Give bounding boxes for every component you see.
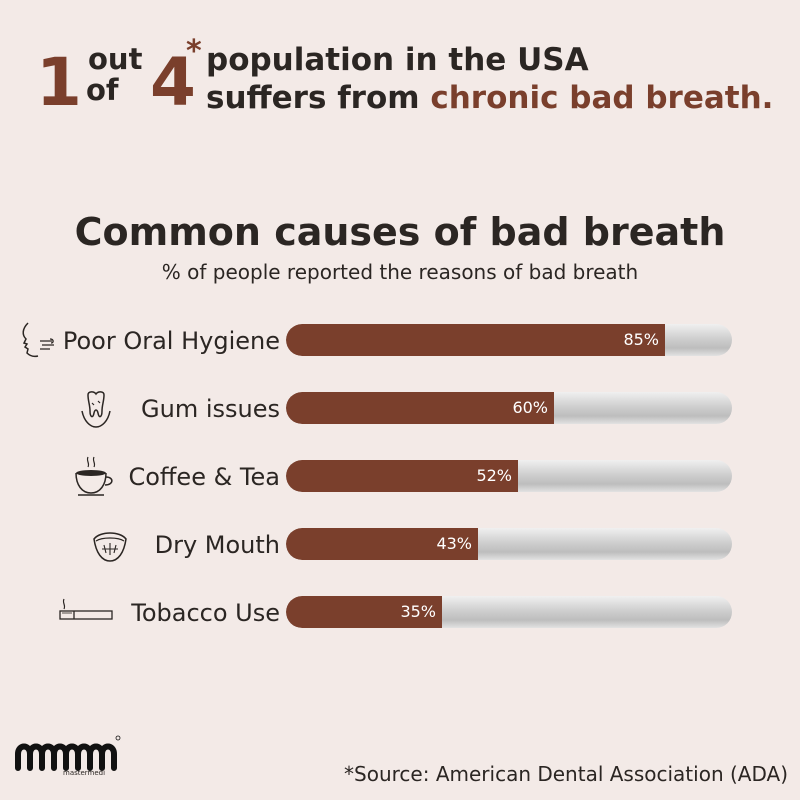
headline-out-of: out of (86, 42, 143, 107)
headline-asterisk: * (186, 34, 202, 69)
bar-label: Poor Oral Hygiene (62, 327, 280, 355)
bar-track: 60% (286, 392, 732, 424)
bar-label: Tobacco Use (131, 599, 280, 627)
bar: 60% (286, 392, 554, 424)
headline-line-2-prefix: suffers from (206, 80, 431, 116)
bar-value-label: 60% (512, 398, 548, 417)
bar-track: 43% (286, 528, 732, 560)
source-note: *Source: American Dental Association (AD… (344, 762, 788, 786)
coffee-cup-icon (75, 456, 113, 496)
headline: 1 out of 4 * population in the USA suffe… (0, 0, 800, 140)
breath-face-icon (22, 322, 54, 358)
bar-row: Coffee & Tea 52% (0, 456, 800, 496)
bar-value-label: 85% (623, 330, 659, 349)
bar-row: Poor Oral Hygiene 85% (0, 322, 800, 358)
bar: 35% (286, 596, 442, 628)
bar-row: Tobacco Use 35% (0, 596, 800, 630)
headline-line-1: population in the USA (206, 42, 589, 78)
bar: 52% (286, 460, 518, 492)
bar: 43% (286, 528, 478, 560)
cigarette-icon (59, 598, 113, 620)
chart-subtitle: % of people reported the reasons of bad … (161, 260, 639, 284)
bar-value-label: 35% (400, 602, 436, 621)
bar-row: Gum issues 60% (0, 391, 800, 428)
chart-title: Common causes of bad breath (74, 210, 726, 254)
bar-row: Dry Mouth 43% (0, 528, 800, 562)
bar-label: Gum issues (141, 395, 280, 423)
bar-track: 35% (286, 596, 732, 628)
headline-line-2: suffers from chronic bad breath. (206, 80, 773, 116)
headline-number-one: 1 (36, 44, 82, 121)
tooth-gum-icon (81, 391, 111, 428)
bar-track: 52% (286, 460, 732, 492)
logo-text: mastermedi (63, 769, 106, 777)
mastermedi-logo (15, 735, 121, 771)
headline-out: out (88, 42, 143, 76)
bar-track: 85% (286, 324, 732, 356)
headline-of: of (86, 73, 119, 107)
bar-label: Dry Mouth (154, 531, 280, 559)
bar-value-label: 52% (476, 466, 512, 485)
bar-value-label: 43% (436, 534, 472, 553)
headline-line-2-accent: chronic bad breath. (430, 80, 774, 116)
bar-label: Coffee & Tea (128, 463, 280, 491)
headline-number-four: 4 (150, 44, 196, 121)
dry-mouth-icon (93, 532, 127, 562)
bar: 85% (286, 324, 665, 356)
